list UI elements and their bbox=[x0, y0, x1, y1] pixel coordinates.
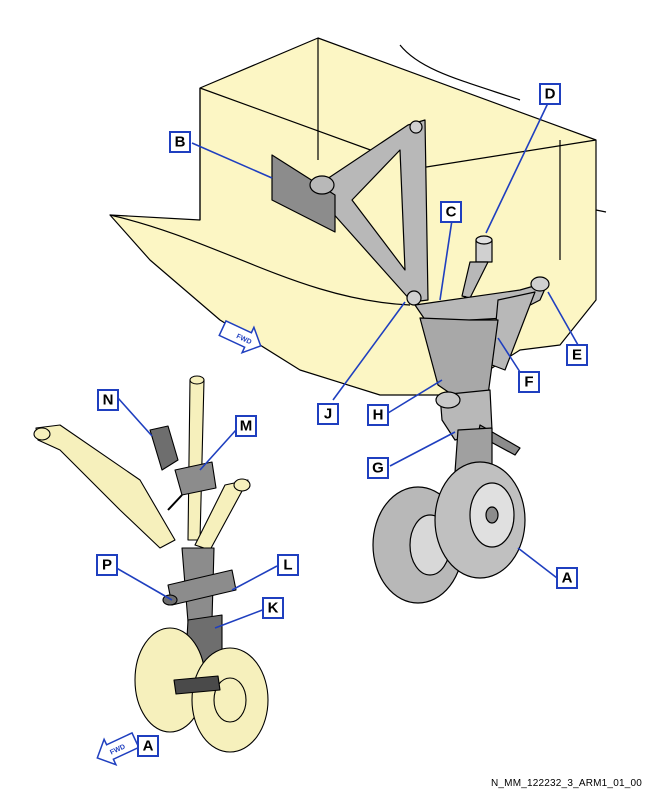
callout-l: L bbox=[277, 554, 299, 576]
callout-j: J bbox=[317, 403, 339, 425]
svg-text:A: A bbox=[143, 738, 154, 755]
leader-lines bbox=[112, 102, 579, 629]
callout-d: D bbox=[539, 83, 561, 105]
svg-text:C: C bbox=[446, 204, 457, 221]
svg-text:K: K bbox=[268, 600, 279, 617]
main-gear-assembly bbox=[271, 119, 550, 604]
callout-m: M bbox=[235, 415, 257, 437]
svg-text:H: H bbox=[373, 407, 384, 424]
fwd-arrow-nose: FWD bbox=[96, 731, 140, 767]
fwd-arrow-main: FWD bbox=[218, 319, 262, 355]
reference-code: N_MM_122232_3_ARM1_01_00 bbox=[490, 778, 642, 789]
drag-brace bbox=[35, 424, 176, 549]
callout-a-main: A bbox=[556, 567, 578, 589]
svg-text:G: G bbox=[372, 460, 384, 477]
callout-p: P bbox=[96, 554, 118, 576]
callout-n: N bbox=[97, 389, 119, 411]
svg-text:D: D bbox=[545, 86, 556, 103]
callout-g: G bbox=[367, 457, 389, 479]
svg-text:F: F bbox=[524, 374, 533, 391]
svg-text:L: L bbox=[283, 557, 292, 574]
svg-text:J: J bbox=[324, 406, 332, 423]
main-wheels bbox=[372, 461, 526, 604]
svg-text:A: A bbox=[562, 570, 573, 587]
callout-b: B bbox=[169, 131, 191, 153]
svg-text:B: B bbox=[175, 134, 186, 151]
callout-c: C bbox=[440, 201, 462, 223]
svg-text:M: M bbox=[240, 418, 253, 435]
callout-h: H bbox=[367, 404, 389, 426]
callout-a-nose: A bbox=[137, 735, 159, 757]
nose-gear-assembly bbox=[33, 375, 269, 753]
svg-text:E: E bbox=[572, 347, 582, 364]
callout-e: E bbox=[566, 344, 588, 366]
callout-k: K bbox=[262, 597, 284, 619]
svg-text:P: P bbox=[102, 557, 112, 574]
svg-text:N: N bbox=[103, 392, 114, 409]
callout-f: F bbox=[518, 371, 540, 393]
